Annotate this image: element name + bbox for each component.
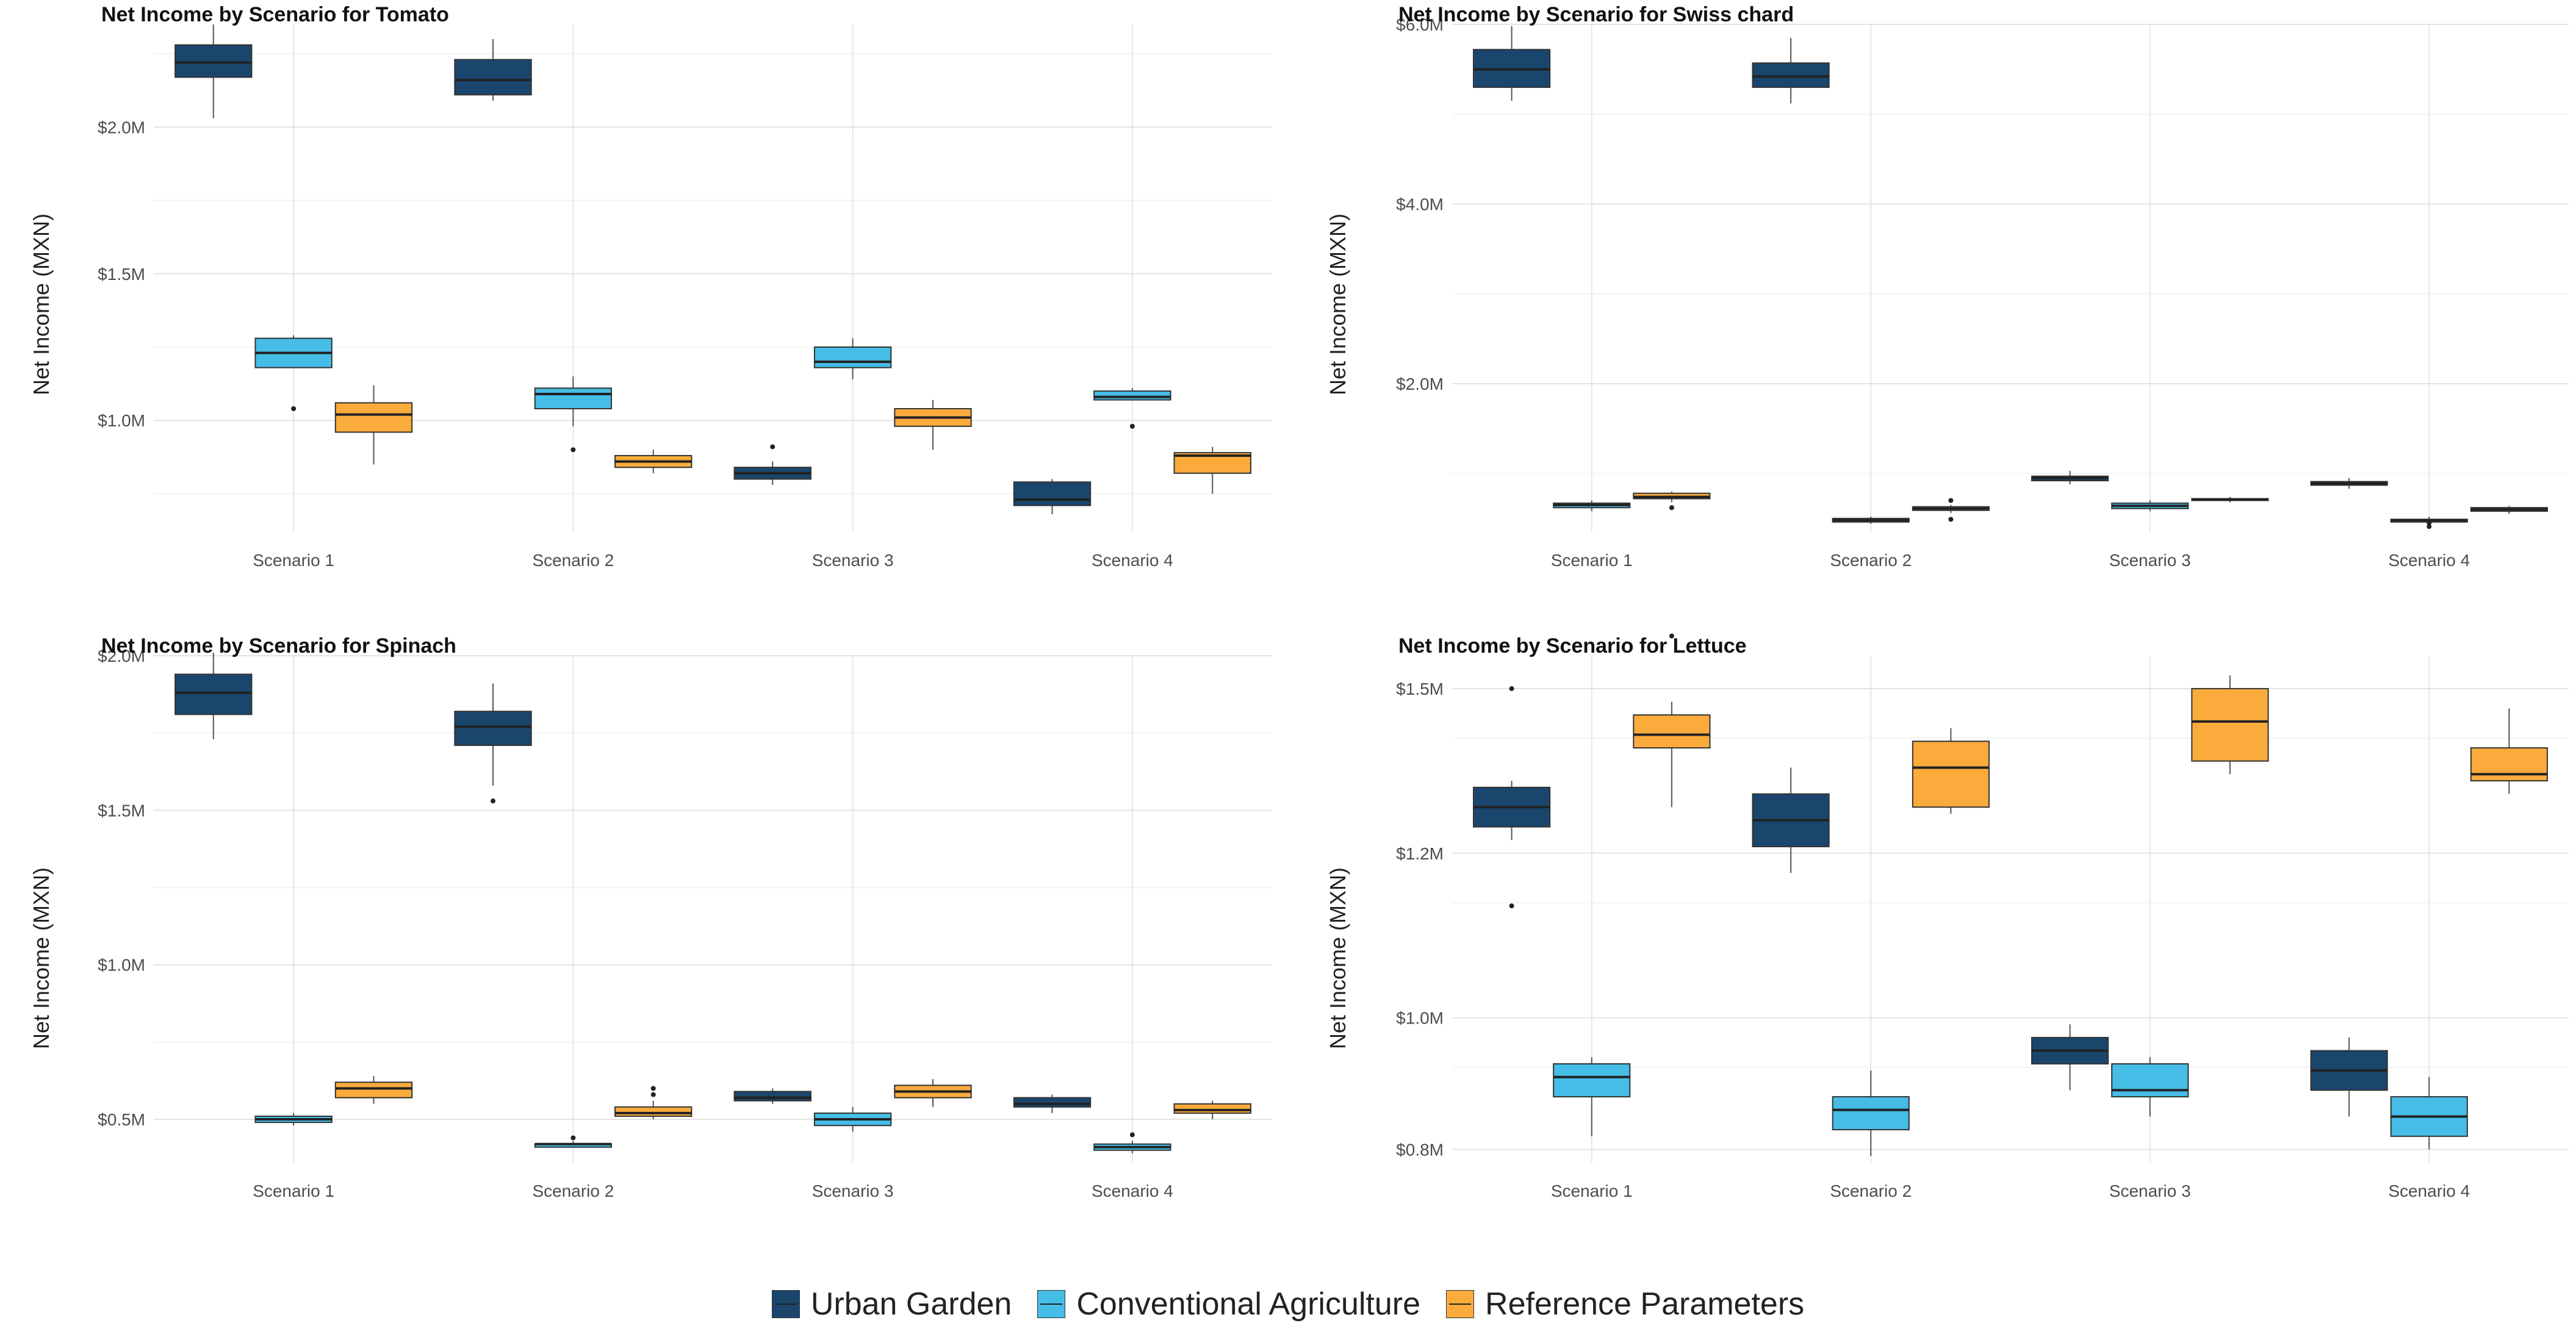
x-tick-label-swiss-chard-scenario-1: Scenario 1 (1551, 551, 1633, 570)
x-tick-label-lettuce-scenario-2: Scenario 2 (1830, 1182, 1912, 1200)
x-tick-label-swiss-chard-scenario-4: Scenario 4 (2388, 551, 2470, 570)
y-tick-label-spinach-2: $1.0M (98, 956, 145, 975)
box-lettuce-reference-parameters-scenario-4 (2470, 747, 2548, 782)
x-tick-label-lettuce-scenario-4: Scenario 4 (2388, 1182, 2470, 1200)
x-tick-label-tomato-scenario-2: Scenario 2 (532, 551, 614, 570)
y-tick-label-tomato-1: $1.5M (98, 265, 145, 284)
y-tick-label-swiss-chard-2: $2.0M (1396, 375, 1444, 393)
y-axis-label-spinach: Net Income (MXN) (29, 867, 54, 1050)
box-tomato-conventional-agriculture-scenario-3 (813, 346, 892, 368)
box-spinach-reference-parameters-scenario-2 (614, 1106, 693, 1117)
y-tick-label-lettuce-2: $1.0M (1396, 1009, 1444, 1028)
x-tick-label-tomato-scenario-4: Scenario 4 (1092, 551, 1173, 570)
panel-title-tomato: Net Income by Scenario for Tomato (101, 3, 449, 26)
y-tick-label-spinach-0: $2.0M (98, 647, 145, 665)
box-spinach-urban-garden-scenario-1 (174, 673, 253, 715)
y-tick-label-tomato-2: $1.0M (98, 411, 145, 430)
x-tick-label-spinach-scenario-4: Scenario 4 (1092, 1182, 1173, 1200)
outlier-tomato-urban-garden-scenario-3-0 (770, 444, 775, 450)
box-lettuce-reference-parameters-scenario-1 (1633, 714, 1711, 749)
box-lettuce-conventional-agriculture-scenario-1 (1553, 1063, 1631, 1098)
outlier-swiss-chard-conventional-agriculture-scenario-4-0 (2427, 524, 2432, 529)
x-tick-label-spinach-scenario-2: Scenario 2 (532, 1182, 614, 1200)
x-tick-label-swiss-chard-scenario-3: Scenario 3 (2109, 551, 2191, 570)
outlier-spinach-reference-parameters-scenario-2-0 (650, 1092, 656, 1097)
x-tick-label-tomato-scenario-1: Scenario 1 (253, 551, 334, 570)
y-tick-label-spinach-1: $1.5M (98, 801, 145, 820)
x-tick-label-tomato-scenario-3: Scenario 3 (812, 551, 894, 570)
box-tomato-conventional-agriculture-scenario-2 (534, 387, 613, 410)
x-tick-label-lettuce-scenario-3: Scenario 3 (2109, 1182, 2191, 1200)
legend-swatch-conventional-agriculture (1037, 1290, 1066, 1318)
outlier-lettuce-reference-parameters-scenario-1-0 (1669, 633, 1674, 639)
legend-swatch-reference-parameters (1446, 1290, 1475, 1318)
outlier-swiss-chard-reference-parameters-scenario-2-0 (1948, 517, 1954, 522)
x-tick-label-spinach-scenario-3: Scenario 3 (812, 1182, 894, 1200)
outlier-lettuce-urban-garden-scenario-1-1 (1509, 686, 1514, 691)
outlier-swiss-chard-reference-parameters-scenario-2-1 (1948, 498, 1954, 503)
legend-item-reference-parameters: Reference Parameters (1446, 1286, 1804, 1322)
box-spinach-reference-parameters-scenario-1 (334, 1081, 413, 1099)
y-tick-label-lettuce-1: $1.2M (1396, 844, 1444, 863)
box-spinach-urban-garden-scenario-4 (1013, 1097, 1092, 1108)
panel-title-swiss-chard: Net Income by Scenario for Swiss chard (1398, 3, 1794, 26)
outlier-lettuce-urban-garden-scenario-1-0 (1509, 903, 1514, 909)
outlier-tomato-conventional-agriculture-scenario-4-0 (1129, 423, 1135, 429)
box-spinach-urban-garden-scenario-2 (454, 711, 532, 746)
x-tick-label-spinach-scenario-1: Scenario 1 (253, 1182, 334, 1200)
box-lettuce-conventional-agriculture-scenario-2 (1832, 1096, 1910, 1131)
x-tick-label-swiss-chard-scenario-2: Scenario 2 (1830, 551, 1912, 570)
box-lettuce-conventional-agriculture-scenario-3 (2111, 1063, 2189, 1098)
y-tick-label-swiss-chard-1: $4.0M (1396, 195, 1444, 214)
panel-title-spinach: Net Income by Scenario for Spinach (101, 634, 456, 658)
box-lettuce-reference-parameters-scenario-2 (1912, 741, 1990, 808)
outlier-spinach-urban-garden-scenario-2-0 (491, 798, 496, 804)
y-tick-label-lettuce-0: $1.5M (1396, 680, 1444, 698)
outlier-spinach-reference-parameters-scenario-2-1 (650, 1086, 656, 1091)
box-tomato-conventional-agriculture-scenario-4 (1093, 390, 1171, 401)
box-tomato-urban-garden-scenario-2 (454, 59, 532, 96)
outlier-tomato-conventional-agriculture-scenario-2-0 (570, 447, 576, 453)
legend-label-reference-parameters: Reference Parameters (1485, 1286, 1805, 1322)
legend-label-conventional-agriculture: Conventional Agriculture (1076, 1286, 1421, 1322)
legend-item-conventional-agriculture: Conventional Agriculture (1037, 1286, 1420, 1322)
panel-title-lettuce: Net Income by Scenario for Lettuce (1398, 634, 1747, 658)
y-tick-label-lettuce-3: $0.8M (1396, 1140, 1444, 1159)
legend-label-urban-garden: Urban Garden (810, 1286, 1012, 1322)
y-tick-label-swiss-chard-0: $6.0M (1396, 15, 1444, 34)
box-tomato-reference-parameters-scenario-1 (334, 402, 413, 433)
legend-swatch-urban-garden (771, 1290, 800, 1318)
y-axis-label-lettuce: Net Income (MXN) (1325, 867, 1350, 1050)
box-tomato-urban-garden-scenario-1 (174, 44, 253, 78)
outlier-swiss-chard-reference-parameters-scenario-1-0 (1669, 505, 1674, 511)
legend-item-urban-garden: Urban Garden (771, 1286, 1012, 1322)
outlier-spinach-conventional-agriculture-scenario-4-0 (1129, 1132, 1135, 1138)
legend: Urban Garden Conventional Agriculture Re… (0, 1286, 2576, 1322)
x-tick-label-lettuce-scenario-1: Scenario 1 (1551, 1182, 1633, 1200)
y-axis-label-swiss-chard: Net Income (MXN) (1325, 213, 1350, 396)
box-spinach-reference-parameters-scenario-4 (1173, 1103, 1251, 1114)
outlier-tomato-conventional-agriculture-scenario-1-0 (291, 406, 297, 412)
y-tick-label-tomato-0: $2.0M (98, 118, 145, 137)
box-spinach-urban-garden-scenario-3 (733, 1091, 811, 1102)
y-axis-label-tomato: Net Income (MXN) (29, 213, 54, 396)
box-swiss-chard-urban-garden-scenario-2 (1752, 62, 1830, 88)
y-tick-label-spinach-3: $0.5M (98, 1110, 145, 1129)
box-lettuce-reference-parameters-scenario-3 (2191, 687, 2269, 762)
outlier-spinach-conventional-agriculture-scenario-2-0 (570, 1135, 576, 1141)
outlier-swiss-chard-conventional-agriculture-scenario-4-1 (2427, 520, 2432, 526)
box-tomato-urban-garden-scenario-4 (1013, 481, 1092, 506)
